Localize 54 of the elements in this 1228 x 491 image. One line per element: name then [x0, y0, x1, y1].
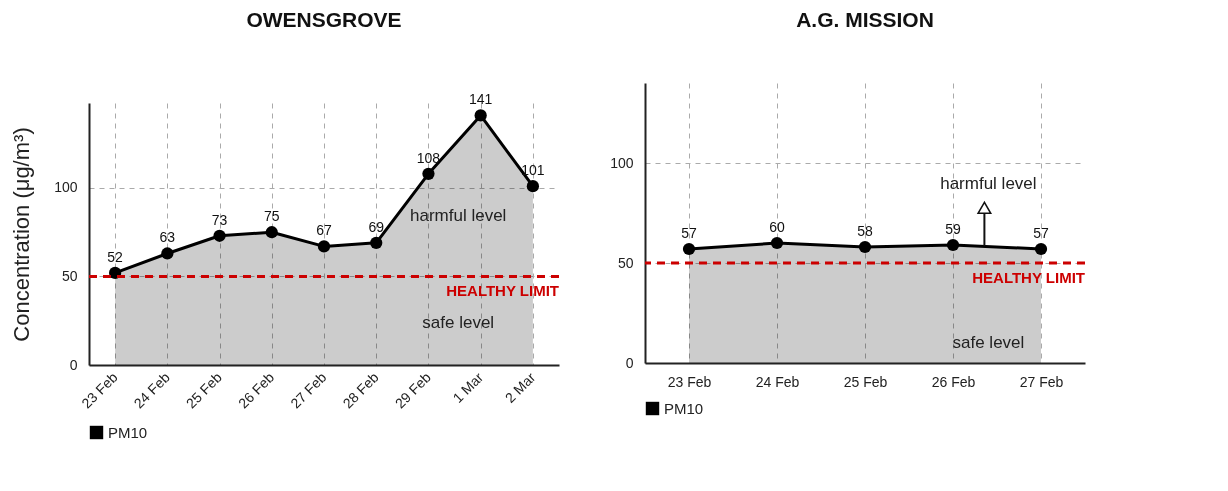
y-tick-label: 50: [61, 267, 78, 284]
data-label: 59: [945, 221, 961, 237]
data-label: 57: [681, 225, 697, 241]
y-tick-label: 100: [54, 179, 78, 196]
data-label: 60: [769, 219, 785, 235]
point: [422, 167, 435, 180]
x-tick-label: 2 Mar: [501, 368, 539, 406]
y-tick-label: 0: [625, 354, 634, 371]
x-tick-label: 29 Feb: [391, 368, 435, 412]
point: [474, 109, 487, 122]
legend-label: PM10: [664, 399, 704, 417]
data-label: 108: [416, 149, 441, 166]
x-tick-label: 27 Feb: [287, 368, 330, 412]
x-tick-label: 24 Feb: [130, 368, 173, 412]
x-tick-label: 23 Feb: [78, 368, 121, 412]
y-axis-title: Concentration (μg/m³): [9, 127, 35, 342]
annotation: harmful level: [940, 173, 1037, 193]
data-label: 69: [368, 218, 385, 235]
x-tick-label: 24 Feb: [755, 373, 800, 390]
x-tick-label: 26 Feb: [235, 368, 278, 412]
point: [526, 180, 540, 193]
chart-title: OWENSGROVE: [246, 8, 402, 32]
x-tick-label: 25 Feb: [843, 373, 888, 390]
annotation: safe level: [952, 333, 1025, 353]
point: [370, 236, 383, 249]
x-tick-label: 25 Feb: [182, 368, 226, 412]
y-tick-label: 0: [69, 356, 78, 373]
x-tick-label: 28 Feb: [339, 368, 382, 412]
data-label: 75: [263, 208, 280, 225]
point: [265, 226, 278, 239]
ref-line-label: HEALTHY LIMIT: [446, 282, 559, 300]
annotation: harmful level: [410, 205, 507, 225]
data-label: 67: [316, 222, 332, 239]
data-label: 52: [107, 248, 124, 265]
data-label: 57: [1033, 225, 1049, 241]
annotation: safe level: [422, 313, 495, 333]
chart-title: A.G. MISSION: [796, 8, 934, 31]
legend-label: PM10: [108, 423, 148, 441]
point: [213, 229, 226, 242]
ref-line-label: HEALTHY LIMIT: [972, 269, 1085, 286]
y-tick-label: 50: [617, 254, 634, 271]
y-tick-label: 100: [610, 154, 634, 171]
x-tick-label: 27 Feb: [1019, 373, 1064, 390]
data-label: 101: [521, 162, 545, 179]
x-tick-label: 1 Mar: [449, 368, 487, 406]
data-label: 63: [159, 229, 176, 246]
x-tick-label: 26 Feb: [931, 373, 976, 390]
data-label: 141: [468, 91, 493, 108]
point: [108, 266, 122, 280]
x-tick-label: 23 Feb: [667, 373, 712, 390]
point: [161, 247, 174, 260]
data-label: 58: [857, 223, 873, 239]
data-label: 73: [211, 211, 228, 228]
point: [317, 240, 331, 253]
